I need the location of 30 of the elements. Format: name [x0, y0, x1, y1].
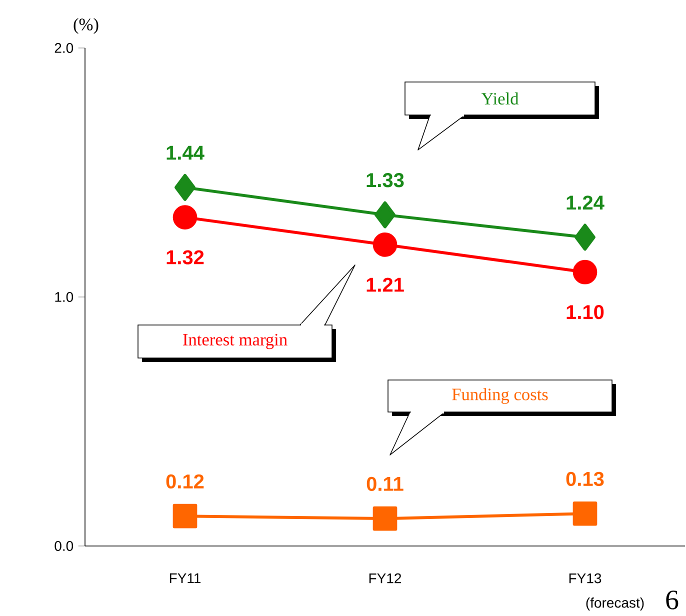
data-label: 1.32	[166, 250, 204, 264]
data-label: 0.13	[566, 472, 604, 486]
y-axis-title: (%)	[74, 18, 98, 34]
x-tick-label: FY13	[569, 573, 602, 584]
y-tick-label: 0.0	[54, 541, 74, 551]
text: Interest margin	[183, 334, 288, 350]
y-tick-label: 1.0	[55, 292, 74, 302]
x-tick-label: FY12	[369, 573, 402, 584]
point	[572, 260, 598, 284]
data-label: 0.11	[366, 476, 404, 491]
point	[172, 205, 198, 230]
y-tick-label: 2.0	[54, 43, 74, 53]
data-label: 1.24	[566, 196, 604, 210]
text: 6	[666, 590, 678, 610]
point	[574, 224, 596, 251]
text: (forecast)	[586, 597, 644, 611]
x-tick-label: FY11	[170, 573, 201, 583]
data-label: 0.12	[166, 474, 204, 489]
data-label: 1.10	[566, 305, 604, 320]
data-label: 1.21	[366, 278, 404, 292]
point	[172, 504, 198, 528]
text: Funding costs	[452, 388, 548, 404]
data-label: 1.44	[166, 146, 204, 160]
point	[372, 232, 398, 257]
point	[372, 506, 398, 531]
point	[174, 174, 196, 201]
point	[374, 201, 396, 228]
text: Yield	[481, 92, 519, 105]
point	[572, 501, 598, 526]
data-label: 1.33	[366, 173, 404, 188]
